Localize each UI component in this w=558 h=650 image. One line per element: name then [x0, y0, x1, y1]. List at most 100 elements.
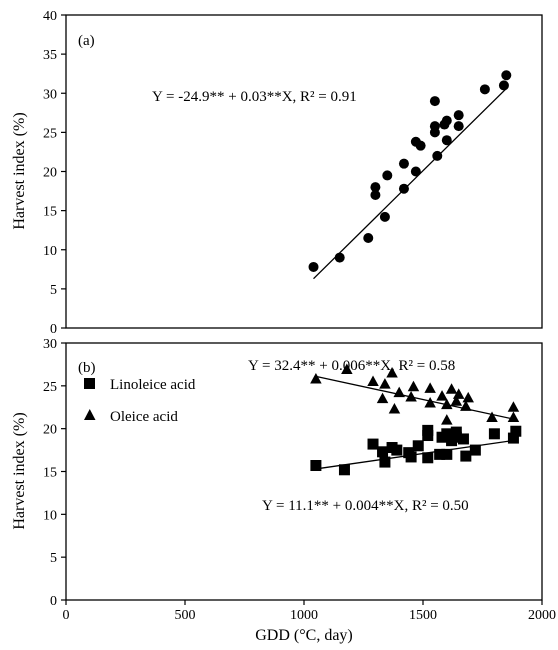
data-point-square: [367, 438, 379, 450]
data-point-triangle: [424, 396, 436, 408]
data-point-triangle: [424, 382, 436, 393]
y-tick-label: 25: [43, 380, 57, 395]
data-point-circle: [334, 252, 345, 263]
y-tick-label: 30: [43, 337, 57, 352]
data-point-square: [441, 428, 453, 440]
data-point-circle: [453, 121, 464, 132]
data-point-circle: [415, 140, 426, 151]
panel-b-y-axis-title: Harvest index (%): [11, 412, 28, 529]
data-point-triangle: [405, 390, 417, 402]
panel-b-label: (b): [78, 360, 96, 376]
data-point-circle: [479, 84, 490, 95]
data-point-square: [379, 456, 391, 468]
data-point-triangle: [507, 401, 520, 412]
x-tick-label: 2000: [528, 608, 556, 623]
legend-triangle-marker: [84, 409, 96, 420]
data-point-triangle: [436, 390, 448, 401]
data-point-circle: [498, 80, 509, 91]
data-point-triangle: [388, 402, 401, 414]
panel-b-data-points: [310, 363, 522, 476]
data-point-circle: [441, 135, 452, 146]
data-point-circle: [501, 70, 512, 81]
y-tick-label: 0: [50, 594, 57, 609]
data-point-square: [434, 448, 446, 460]
data-point-square: [507, 432, 519, 444]
data-point-square: [391, 444, 403, 456]
data-point-triangle: [341, 363, 353, 375]
y-tick-label: 15: [43, 466, 57, 481]
y-tick-label: 10: [43, 508, 57, 523]
data-point-square: [422, 452, 434, 464]
panel-b-x-axis: 0 500 1000 1500 2000: [63, 600, 556, 623]
y-tick-label: 40: [43, 9, 57, 24]
panel-b: 0 5 10 15 20 25 30 0 500 1000 1500 2000 (b) Harves…: [11, 337, 556, 644]
data-point-triangle: [393, 386, 405, 398]
legend-label-linoleic: Linoleice acid: [110, 377, 196, 393]
data-point-triangle: [407, 380, 420, 392]
y-tick-label: 20: [43, 423, 57, 438]
oleic-equation: Y = 32.4** + 0.006**X, R² = 0.58: [248, 358, 455, 374]
data-point-circle: [453, 110, 464, 121]
data-point-triangle: [462, 391, 474, 403]
data-point-circle: [363, 233, 374, 244]
oleic-regression-line: [315, 375, 516, 421]
data-point-circle: [429, 96, 440, 107]
panel-b-y-axis: 0 5 10 15 20 25 30: [43, 337, 66, 609]
data-point-circle: [308, 261, 319, 272]
data-point-circle: [441, 115, 452, 126]
y-tick-label: 5: [50, 283, 57, 298]
y-tick-label: 10: [43, 244, 57, 259]
y-tick-label: 30: [43, 87, 57, 102]
data-point-triangle: [445, 383, 458, 394]
y-tick-label: 0: [50, 322, 57, 337]
panel-a: 0 5 10 15 20 25 30 35 40 (a) Harvest index (%) Y…: [11, 9, 543, 337]
data-point-circle: [432, 150, 443, 161]
panel-a-y-axis: 0 5 10 15 20 25 30 35 40: [43, 9, 66, 337]
data-point-square: [469, 444, 481, 456]
data-point-square: [310, 460, 322, 472]
data-point-triangle: [441, 398, 453, 410]
y-tick-label: 35: [43, 48, 57, 63]
data-point-triangle: [310, 372, 322, 384]
data-point-circle: [379, 211, 390, 222]
data-point-triangle: [460, 400, 472, 411]
panel-a-equation: Y = -24.9** + 0.03**X, R² = 0.91: [152, 89, 357, 105]
panel-a-data-points: [308, 70, 512, 272]
legend: Linoleice acid Oleice acid: [84, 377, 196, 425]
data-point-square: [510, 425, 522, 437]
data-point-triangle: [441, 414, 453, 425]
data-point-triangle: [386, 366, 398, 378]
data-point-square: [450, 426, 462, 438]
data-point-triangle: [379, 378, 391, 389]
x-tick-label: 500: [175, 608, 196, 623]
data-point-square: [457, 433, 469, 445]
data-point-square: [488, 428, 500, 440]
data-point-triangle: [507, 411, 520, 423]
data-point-triangle: [450, 395, 463, 406]
data-point-square: [412, 440, 424, 452]
x-tick-label: 0: [63, 608, 70, 623]
y-tick-label: 5: [50, 551, 57, 566]
legend-label-oleic: Oleice acid: [110, 409, 178, 425]
data-point-circle: [370, 182, 381, 193]
data-point-square: [377, 446, 389, 458]
data-point-triangle: [486, 411, 498, 423]
panel-a-y-axis-title: Harvest index (%): [11, 112, 28, 229]
x-tick-label: 1500: [409, 608, 437, 623]
linoleic-equation: Y = 11.1** + 0.004**X, R² = 0.50: [262, 498, 469, 514]
y-tick-label: 15: [43, 205, 57, 220]
data-point-circle: [370, 189, 381, 200]
data-point-circle: [429, 121, 440, 132]
panel-a-label: (a): [78, 33, 95, 49]
data-point-square: [422, 424, 434, 436]
legend-square-marker: [84, 378, 95, 389]
data-point-triangle: [367, 375, 379, 387]
panel-a-frame: [65, 14, 543, 329]
panel-a-regression-line: [313, 88, 507, 280]
data-point-circle: [398, 183, 409, 194]
data-point-circle: [398, 158, 409, 169]
x-axis-title: GDD (°C, day): [255, 627, 353, 644]
y-tick-label: 20: [43, 166, 57, 181]
y-tick-label: 25: [43, 126, 57, 141]
